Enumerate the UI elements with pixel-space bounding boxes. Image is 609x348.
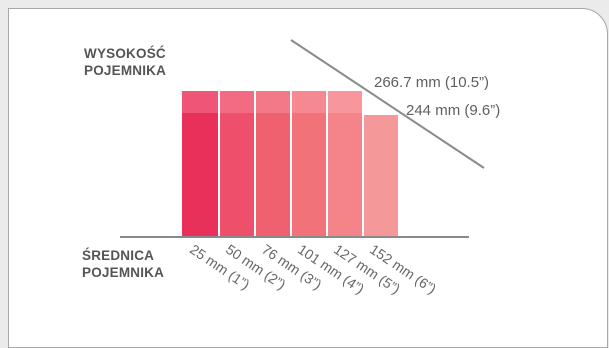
diameter-label: ŚREDNICA POJEMNIKA bbox=[82, 247, 164, 281]
container-bar-cap bbox=[292, 91, 326, 113]
diameter-label-line2: POJEMNIKA bbox=[82, 265, 165, 280]
container-bar-cap bbox=[182, 91, 218, 113]
height-label: WYSOKOŚĆ POJEMNIKA bbox=[84, 45, 166, 79]
container-bar bbox=[326, 91, 362, 236]
diameter-label-line1: ŚREDNICA bbox=[82, 248, 155, 263]
container-bar-cap bbox=[220, 91, 254, 113]
container-bar-cap bbox=[256, 91, 290, 113]
container-bar bbox=[290, 91, 326, 236]
height-tall-value: 266.7 mm (10.5”) bbox=[374, 74, 490, 91]
container-bar-cap bbox=[328, 91, 362, 113]
height-short-value: 244 mm (9.6”) bbox=[406, 102, 501, 119]
height-diagonal bbox=[290, 39, 485, 169]
height-label-line1: WYSOKOŚĆ bbox=[84, 46, 166, 61]
baseline bbox=[120, 236, 469, 238]
container-bar bbox=[182, 91, 218, 236]
container-bar bbox=[254, 91, 290, 236]
height-label-line2: POJEMNIKA bbox=[84, 63, 167, 78]
container-bar bbox=[218, 91, 254, 236]
container-bar bbox=[362, 115, 398, 236]
height-diagonal-line bbox=[290, 39, 485, 169]
